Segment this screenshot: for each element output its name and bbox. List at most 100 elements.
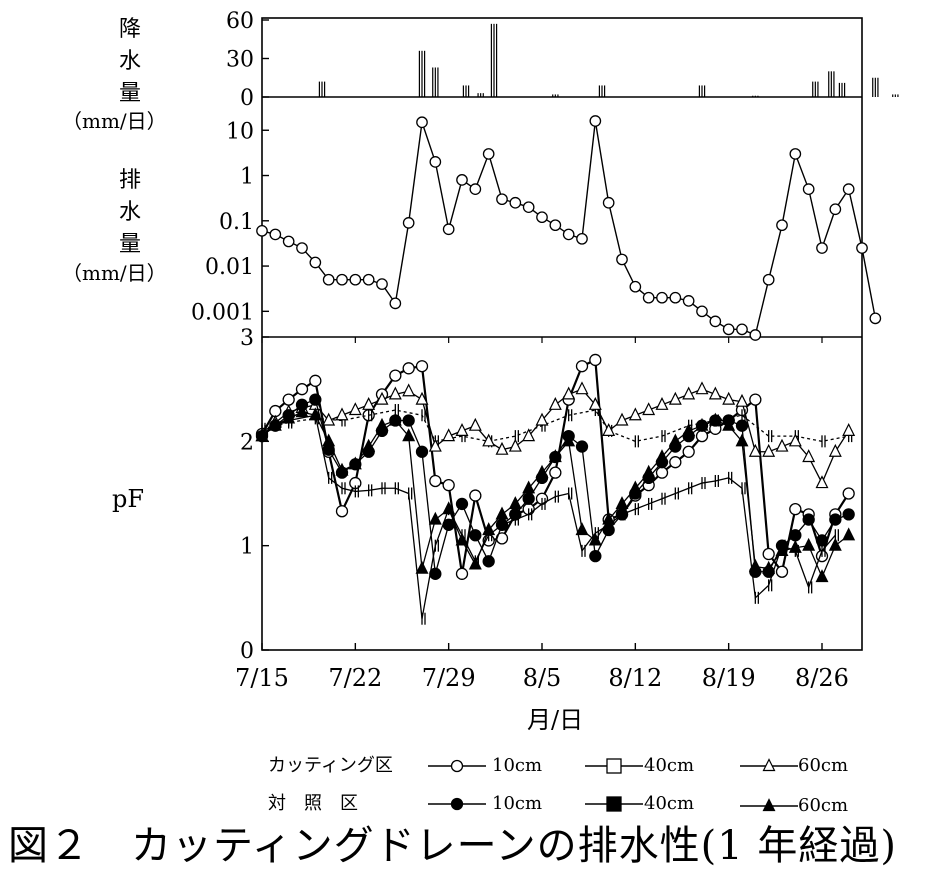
- pf-point: [602, 511, 616, 525]
- drainage-point: [442, 223, 455, 236]
- pf-ytick-label: 1: [240, 535, 254, 560]
- pf-ytick-label: 3: [240, 326, 254, 351]
- drainage-point: [736, 323, 748, 336]
- pf-point: [428, 438, 442, 452]
- pf-point: [748, 558, 762, 572]
- pf-point: [335, 505, 349, 518]
- pf-point: [402, 362, 415, 375]
- pf-point: [828, 443, 842, 457]
- pf-point: [669, 456, 682, 469]
- pf-point: [775, 565, 789, 578]
- pf-point: [788, 539, 802, 553]
- pf-point: [788, 433, 802, 447]
- pf-point: [375, 417, 389, 431]
- rain-ytick-label: 60: [226, 9, 254, 34]
- figure-caption: 図２ カッティングドレーンの排水性(1 年経過): [8, 823, 897, 869]
- pf-point: [575, 522, 589, 536]
- x-tick-label: 7/29: [422, 664, 476, 692]
- pf-point: [589, 353, 602, 367]
- drainage-point: [322, 273, 335, 286]
- drainage-point: [496, 193, 508, 206]
- pf-point: [642, 402, 656, 416]
- drainage-point: [309, 256, 322, 269]
- x-tick-label: 7/15: [235, 664, 289, 692]
- drain-ytick-label: 0.001: [191, 300, 254, 325]
- pf-point: [789, 502, 802, 516]
- pf-point: [469, 529, 482, 542]
- pf-point: [308, 407, 322, 421]
- legend-symbol-1-1: [606, 796, 622, 812]
- pf-point: [348, 456, 362, 470]
- pf-series-4: [261, 409, 839, 625]
- pf-point: [682, 423, 696, 436]
- drainage-point: [389, 297, 402, 310]
- pf-point: [802, 513, 815, 526]
- pf-point: [455, 567, 469, 580]
- pf-point: [589, 549, 602, 563]
- pf-point: [282, 410, 296, 424]
- x-tick-label: 8/5: [523, 664, 562, 692]
- pf-ytick-label: 0: [240, 639, 254, 664]
- pf-point: [335, 407, 349, 421]
- drainage-point: [669, 291, 682, 304]
- pf-point: [575, 440, 589, 453]
- drainage-point: [562, 228, 575, 241]
- pf-point: [735, 393, 749, 407]
- drainage-point: [829, 203, 842, 216]
- drainage-point: [589, 115, 602, 127]
- pf-point: [575, 381, 589, 395]
- pf-point: [842, 487, 855, 500]
- pf-point: [309, 393, 322, 406]
- drainage-point: [509, 196, 522, 209]
- pf-point: [735, 433, 749, 447]
- drainage-point: [256, 224, 268, 237]
- legend-label-cut-60: 60cm: [798, 755, 849, 776]
- pf-series-line: [261, 409, 849, 443]
- drain-unit: （mm/日）: [62, 261, 167, 285]
- legend-symbol-0-0: [450, 759, 464, 773]
- legend-label-ctl-60: 60cm: [798, 795, 849, 816]
- pf-point: [415, 391, 429, 405]
- pf-point: [642, 464, 656, 478]
- pf-point: [402, 383, 416, 397]
- pf-point: [815, 534, 829, 547]
- pf-point: [455, 423, 469, 436]
- legend-symbol-1-2: [762, 798, 776, 812]
- pf-point: [815, 475, 829, 489]
- pf-point: [508, 438, 522, 452]
- x-tick-label: 8/19: [702, 664, 756, 692]
- drainage-point: [749, 329, 762, 341]
- drainage-point: [776, 219, 788, 232]
- plot-frame: [261, 17, 863, 651]
- pf-point: [762, 547, 775, 561]
- drainage-point: [789, 148, 802, 160]
- drainage-point: [522, 201, 535, 214]
- drainage-point: [402, 217, 415, 229]
- pf-series-line: [261, 398, 849, 575]
- pf-point: [295, 383, 309, 396]
- pf-point: [415, 360, 429, 373]
- drainage-point: [722, 323, 735, 336]
- drainage-point: [682, 295, 695, 307]
- pf-point: [775, 543, 789, 556]
- drain-ytick-label: 0.1: [219, 210, 254, 235]
- pf-point: [749, 393, 762, 406]
- pf-point: [282, 393, 295, 406]
- drainage-point: [602, 196, 615, 209]
- pf-point: [522, 492, 535, 505]
- pf-point: [268, 417, 282, 431]
- pf-point: [815, 569, 829, 583]
- pf-point: [775, 438, 789, 452]
- drainage-point: [269, 228, 282, 241]
- pf-point: [602, 423, 616, 436]
- x-axis-label: 月/日: [527, 706, 584, 734]
- drainage-point: [469, 183, 482, 196]
- pf-point: [682, 445, 695, 458]
- pf-point: [388, 412, 402, 426]
- drainage-point: [656, 291, 668, 304]
- x-tick-label: 7/22: [328, 664, 382, 692]
- pf-point: [829, 513, 842, 526]
- legend-label-ctl-40: 40cm: [644, 793, 695, 814]
- pf-point: [362, 438, 376, 452]
- pf-point: [802, 537, 816, 551]
